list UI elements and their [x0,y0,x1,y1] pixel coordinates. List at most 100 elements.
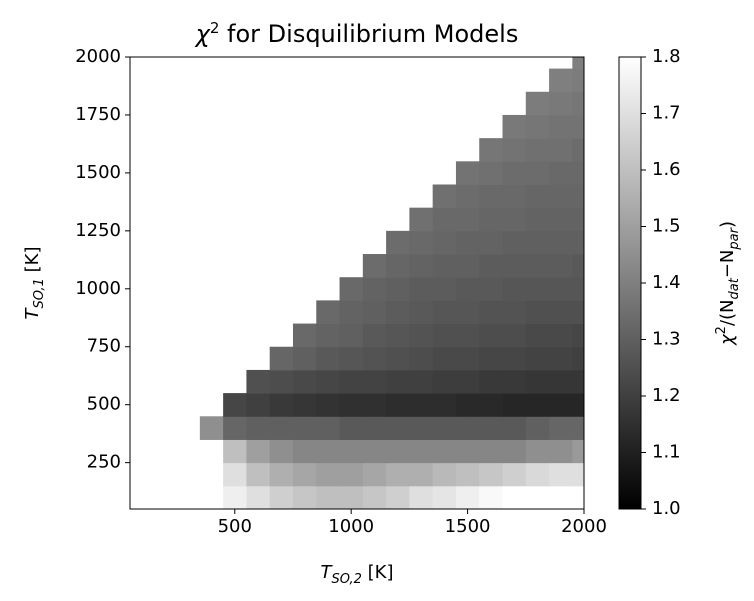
heat-cell [432,346,457,371]
heat-cell [502,323,527,348]
heat-cell [502,161,527,185]
heat-cell [525,300,550,325]
heat-cell [292,346,317,371]
heat-cell [246,416,271,440]
heat-cell [525,277,550,301]
heat-cell [525,91,550,116]
heat-cell [502,346,527,371]
heat-cell [362,254,387,278]
heat-cell [409,300,434,325]
heat-cell [246,393,271,417]
heat-cell [502,277,527,301]
heat-cell [409,277,434,301]
heat-cell [479,416,504,440]
heat-cell [549,346,573,371]
chart-title: χ2 for Disquilibrium Models [194,19,519,48]
label-part: −N [717,250,738,279]
heat-cell [572,393,585,417]
colorbar-tick-label: 1.6 [652,159,681,180]
heat-cell [479,207,504,232]
colorbar-tick-label: 1.5 [652,216,681,237]
heat-cell [386,462,410,487]
y-tick-label: 1000 [75,278,121,299]
heat-cell [549,91,573,116]
heat-cell [455,416,480,440]
heat-cell [479,254,504,278]
heat-cell [269,393,294,417]
heat-cell [316,416,341,440]
heat-cell [339,300,364,325]
heat-cell [455,439,480,464]
heat-cell [502,369,527,394]
heat-cell [549,161,573,185]
label-part: [K] [22,247,43,279]
heat-cell [339,485,364,510]
colorbar-label: χ2/(Ndat−Npar) [714,221,742,346]
heat-cell [572,439,585,464]
heat-cell [572,184,585,209]
heat-cell [479,277,504,301]
heat-cell [339,393,364,417]
heat-cell [502,138,527,162]
heat-cell [502,393,527,417]
heat-cell [455,393,480,417]
heat-cell [432,207,457,232]
heat-cell [269,485,294,510]
label-part: SO,1 [32,278,47,308]
heat-cell [525,462,550,487]
title-part: 2 [210,19,220,37]
heat-cell [409,393,434,417]
heat-cell [362,369,387,394]
heat-cell [525,369,550,394]
heat-cell [502,462,527,487]
heat-cell [572,161,585,185]
heat-cell [455,346,480,371]
heat-cell [479,161,504,185]
heat-cell [572,369,585,394]
y-tick-label: 500 [87,394,121,415]
heat-cell [432,300,457,325]
heat-cell [572,300,585,325]
heat-cell [549,68,573,93]
heat-cell [432,369,457,394]
heat-cell [502,485,527,510]
heat-cell [223,462,247,487]
heat-cell [479,184,504,209]
heat-cell [549,323,573,348]
heat-cell [199,416,224,440]
heat-cell [292,416,317,440]
heat-cell [246,439,271,464]
heat-cell [525,254,550,278]
heat-cell [572,68,585,93]
heat-cell [549,184,573,209]
heat-cell [455,230,480,255]
heat-cell [572,91,585,116]
heat-cell [549,393,573,417]
heat-cell [549,114,573,139]
heat-cell [409,207,434,232]
heat-cell [549,300,573,325]
heat-cell [572,485,585,510]
heat-cell [386,230,410,255]
heat-cell [432,230,457,255]
colorbar-tick-label: 1.0 [652,498,681,519]
heat-cell [362,323,387,348]
title-part: χ [194,20,211,48]
x-tick-label: 2000 [561,516,607,537]
heat-cell [455,254,480,278]
title-part: for Disquilibrium Models [219,20,518,48]
heat-cell [455,184,480,209]
heat-cell [316,462,341,487]
heat-cell [316,300,341,325]
heat-cell [455,462,480,487]
heat-cell [455,207,480,232]
x-axis-label: TSO,2 [K] [321,562,394,587]
label-part: T [22,306,43,319]
heat-cell [316,323,341,348]
heat-cell [549,230,573,255]
heat-cell [292,369,317,394]
x-tick-label: 1000 [328,516,374,537]
heat-cell [292,393,317,417]
heat-cell [292,462,317,487]
